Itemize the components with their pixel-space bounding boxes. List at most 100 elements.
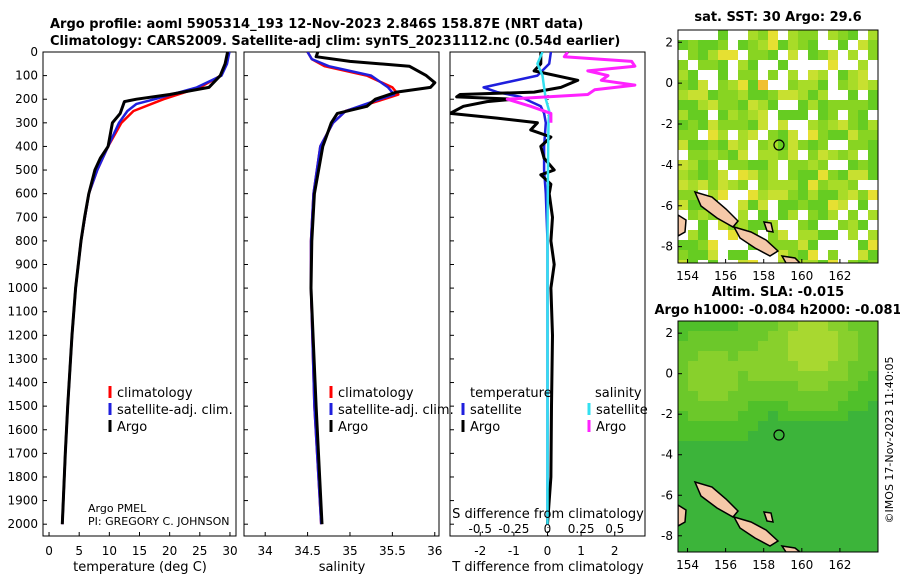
sst-cell	[868, 150, 878, 160]
sla-cell	[718, 391, 728, 401]
sst-cell	[818, 180, 828, 190]
sst-cell	[698, 120, 708, 130]
sst-cell	[788, 70, 798, 80]
sst-cell	[778, 210, 788, 220]
sla-cell	[698, 391, 708, 401]
sla-cell	[818, 431, 828, 441]
sla-cell	[698, 451, 708, 461]
sst-cell	[778, 110, 788, 120]
sst-cell	[748, 170, 758, 180]
source-note-line2: PI: GREGORY C. JOHNSON	[88, 515, 229, 528]
sla-cell	[728, 531, 738, 541]
sla-cell	[848, 341, 858, 351]
sst-cell	[798, 190, 808, 200]
sst-cell	[678, 40, 688, 50]
sla-cell	[858, 441, 868, 451]
sst-cell	[738, 210, 748, 220]
legend-label-satellite: satellite-adj. clim.	[338, 403, 454, 418]
sst-cell	[748, 40, 758, 50]
sst-cell	[678, 70, 688, 80]
depth-tick-label: 600	[15, 187, 38, 201]
sla-cell	[798, 381, 808, 391]
sla-cell	[858, 411, 868, 421]
sla-cell	[798, 441, 808, 451]
depth-tick-label: 1300	[7, 352, 38, 366]
map-y-tick-label: 0	[665, 76, 673, 90]
sst-cell	[868, 160, 878, 170]
secondary-tick-label: 0.25	[568, 522, 595, 536]
sla-cell	[758, 321, 768, 331]
sst-cell	[788, 90, 798, 100]
sla-cell	[828, 341, 838, 351]
sla-cell	[688, 491, 698, 501]
sst-cell	[678, 60, 688, 70]
sla-cell	[788, 371, 798, 381]
sla-cell	[718, 421, 728, 431]
legend-label-climatology: climatology	[338, 386, 414, 401]
sst-cell	[818, 190, 828, 200]
sst-cell	[708, 50, 718, 60]
sst-cell	[708, 120, 718, 130]
sla-cell	[688, 451, 698, 461]
sst-cell	[688, 40, 698, 50]
sla-cell	[748, 501, 758, 511]
sla-cell	[748, 341, 758, 351]
sla-cell	[728, 541, 738, 551]
sla-cell	[828, 411, 838, 421]
sla-cell	[698, 361, 708, 371]
sla-cell	[738, 441, 748, 451]
depth-tick-label: 1800	[7, 470, 38, 484]
sst-cell	[818, 210, 828, 220]
sst-cell	[758, 50, 768, 60]
sst-cell	[738, 170, 748, 180]
map-x-tick-label: 160	[790, 558, 813, 572]
sst-cell	[818, 260, 828, 263]
sst-cell	[718, 90, 728, 100]
sst-cell	[748, 110, 758, 120]
sla-cell	[688, 331, 698, 341]
sla-cell	[798, 341, 808, 351]
sla-cell	[778, 461, 788, 471]
sla-cell	[768, 441, 778, 451]
sla-cell	[778, 441, 788, 451]
sst-cell	[818, 130, 828, 140]
sla-cell	[748, 441, 758, 451]
sst-cell	[808, 230, 818, 240]
sst-cell	[688, 120, 698, 130]
sst-cell	[788, 180, 798, 190]
sla-cell	[808, 441, 818, 451]
sla-cell	[768, 351, 778, 361]
sla-cell	[698, 431, 708, 441]
sst-cell	[718, 190, 728, 200]
sst-cell	[858, 40, 868, 50]
sst-cell	[798, 100, 808, 110]
sla-cell	[868, 321, 878, 331]
map-y-tick-label: 2	[665, 326, 673, 340]
sla-cell	[848, 411, 858, 421]
sla-cell	[838, 391, 848, 401]
sst-cell	[768, 30, 778, 40]
sla-cell	[768, 341, 778, 351]
map-y-tick-label: -8	[661, 240, 673, 254]
sst-cell	[838, 40, 848, 50]
sst-cell	[828, 200, 838, 210]
sla-cell	[678, 451, 688, 461]
map-x-tick-label: 162	[828, 558, 851, 572]
temperature-series	[60, 52, 231, 525]
sst-cell	[768, 220, 778, 230]
sst-cell	[778, 60, 788, 70]
sla-cell	[788, 331, 798, 341]
sla-cell	[788, 321, 798, 331]
sla-cell	[758, 441, 768, 451]
sla-cell	[778, 411, 788, 421]
sla-cell	[788, 431, 798, 441]
sst-cell	[718, 70, 728, 80]
sst-cell	[808, 220, 818, 230]
sla-cell	[788, 491, 798, 501]
sla-cell	[858, 381, 868, 391]
sst-cell	[678, 130, 688, 140]
sst-cell	[738, 160, 748, 170]
sla-cell	[818, 441, 828, 451]
sla-cell	[748, 371, 758, 381]
sst-cell	[708, 160, 718, 170]
